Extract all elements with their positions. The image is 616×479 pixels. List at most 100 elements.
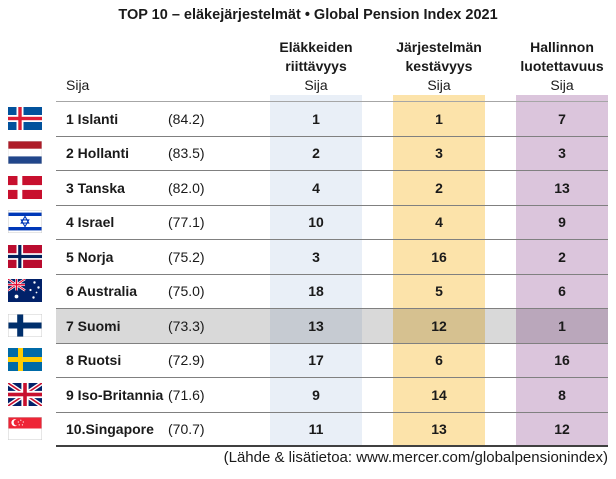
country-rank-name: 10.Singapore (66, 420, 154, 437)
flag-slot (8, 274, 50, 309)
adequacy-rank-cell: 1 (312, 110, 320, 127)
integrity-rank-cell: 6 (558, 283, 566, 300)
sustainability-rank-cell: 2 (435, 179, 443, 196)
adequacy-rank-cell: 10 (308, 214, 324, 231)
sustainability-rank-cell: 6 (435, 352, 443, 369)
country-rank-name: 1 Islanti (66, 110, 119, 127)
sustainability-rank-cell: 16 (431, 248, 447, 265)
flag-singapore-icon (8, 417, 42, 440)
adequacy-header-sub: Sija (304, 77, 328, 93)
table-row: 1 Islanti (84.2) 1 1 7 (56, 102, 608, 137)
flag-iceland-icon (8, 107, 42, 130)
table-row: 10.Singapore (70.7) 11 13 12 (56, 413, 608, 447)
country-score: (73.3) (168, 317, 205, 334)
country-score: (72.9) (168, 352, 205, 369)
adequacy-rank-cell: 9 (312, 386, 320, 403)
flag-slot (8, 239, 50, 274)
sustainability-column-band (393, 95, 485, 446)
country-score: (71.6) (168, 386, 205, 403)
country-rank-name: 6 Australia (66, 283, 138, 300)
table-row: 8 Ruotsi (72.9) 17 6 16 (56, 344, 608, 378)
integrity-header-sub: Sija (550, 77, 574, 93)
table-row: 5 Norja (75.2) 3 16 2 (56, 240, 608, 275)
flag-netherlands-icon (8, 141, 42, 164)
flag-slot (8, 308, 50, 343)
page-title: TOP 10 – eläkejärjestelmät • Global Pens… (118, 7, 498, 23)
sustainability-rank-cell: 4 (435, 214, 443, 231)
country-score: (82.0) (168, 179, 205, 196)
adequacy-column-header: Eläkkeiden riittävyys Sija (241, 38, 391, 95)
country-score: (75.2) (168, 248, 205, 265)
table-row: 6 Australia (75.0) 18 5 6 (56, 275, 608, 309)
integrity-rank-cell: 3 (558, 145, 566, 162)
sustainability-header-line1: Järjestelmän (396, 39, 482, 55)
sustainability-rank-cell: 3 (435, 145, 443, 162)
flag-slot (8, 136, 50, 171)
country-rank-name: 4 Israel (66, 214, 115, 231)
flag-denmark-icon (8, 176, 42, 199)
country-rank-name: 7 Suomi (66, 317, 121, 334)
flag-slot (8, 170, 50, 205)
integrity-rank-cell: 8 (558, 386, 566, 403)
flag-slot (8, 205, 50, 240)
sustainability-rank-cell: 1 (435, 110, 443, 127)
flag-israel-icon (8, 210, 42, 233)
adequacy-rank-cell: 13 (308, 317, 324, 334)
table-row: 3 Tanska (82.0) 4 2 13 (56, 171, 608, 206)
adequacy-rank-cell: 17 (308, 352, 324, 369)
country-score: (77.1) (168, 214, 205, 231)
sustainability-rank-cell: 5 (435, 283, 443, 300)
sustainability-rank-cell: 13 (431, 420, 447, 437)
sustainability-column-header: Järjestelmän kestävyys Sija (364, 38, 514, 95)
flag-australia-icon (8, 279, 42, 302)
table-row: 2 Hollanti (83.5) 2 3 3 (56, 137, 608, 171)
flag-norway-icon (8, 245, 42, 268)
flag-sweden-icon (8, 348, 42, 371)
country-rank-name: 5 Norja (66, 248, 114, 265)
rank-column-header: Sija (66, 77, 90, 93)
country-rank-name: 8 Ruotsi (66, 352, 122, 369)
integrity-rank-cell: 7 (558, 110, 566, 127)
table-row: 7 Suomi (73.3) 13 12 1 (56, 309, 608, 344)
sustainability-header-line2: kestävyys (405, 58, 473, 74)
adequacy-rank-cell: 11 (308, 420, 324, 437)
country-score: (83.5) (168, 145, 205, 162)
flag-uk-icon (8, 383, 42, 406)
sustainability-header-sub: Sija (427, 77, 451, 93)
country-score: (70.7) (168, 420, 205, 437)
country-rank-name: 9 Iso-Britannia (66, 386, 164, 403)
country-score: (75.0) (168, 283, 205, 300)
flag-slot (8, 343, 50, 378)
adequacy-column-band (270, 95, 362, 446)
integrity-rank-cell: 12 (554, 420, 570, 437)
integrity-header-line1: Hallinnon (530, 39, 594, 55)
integrity-rank-cell: 2 (558, 248, 566, 265)
country-rank-name: 3 Tanska (66, 179, 125, 196)
adequacy-header-line2: riittävyys (285, 58, 347, 74)
integrity-rank-cell: 1 (558, 317, 566, 334)
flag-slot (8, 377, 50, 412)
integrity-rank-cell: 16 (554, 352, 570, 369)
integrity-rank-cell: 13 (554, 179, 570, 196)
sustainability-rank-cell: 14 (431, 386, 447, 403)
integrity-header-line2: luotettavuus (520, 58, 604, 74)
sustainability-rank-cell: 12 (431, 317, 447, 334)
flag-finland-icon (8, 314, 42, 337)
integrity-rank-cell: 9 (558, 214, 566, 231)
country-rank-name: 2 Hollanti (66, 145, 130, 162)
integrity-column-header: Hallinnon luotettavuus Sija (487, 38, 616, 95)
country-score: (84.2) (168, 110, 205, 127)
flag-column (8, 101, 50, 446)
adequacy-rank-cell: 4 (312, 179, 320, 196)
adequacy-rank-cell: 3 (312, 248, 320, 265)
integrity-column-band (516, 95, 608, 446)
rank-table: 1 Islanti (84.2) 1 1 7 2 Hollanti (83.5)… (56, 101, 608, 447)
adequacy-rank-cell: 18 (308, 283, 324, 300)
adequacy-header-line1: Eläkkeiden (279, 39, 353, 55)
flag-slot (8, 412, 50, 447)
adequacy-rank-cell: 2 (312, 145, 320, 162)
table-row: 4 Israel (77.1) 10 4 9 (56, 206, 608, 240)
footer-source: (Lähde & lisätietoa: www.mercer.com/glob… (223, 449, 608, 466)
flag-slot (8, 101, 50, 136)
